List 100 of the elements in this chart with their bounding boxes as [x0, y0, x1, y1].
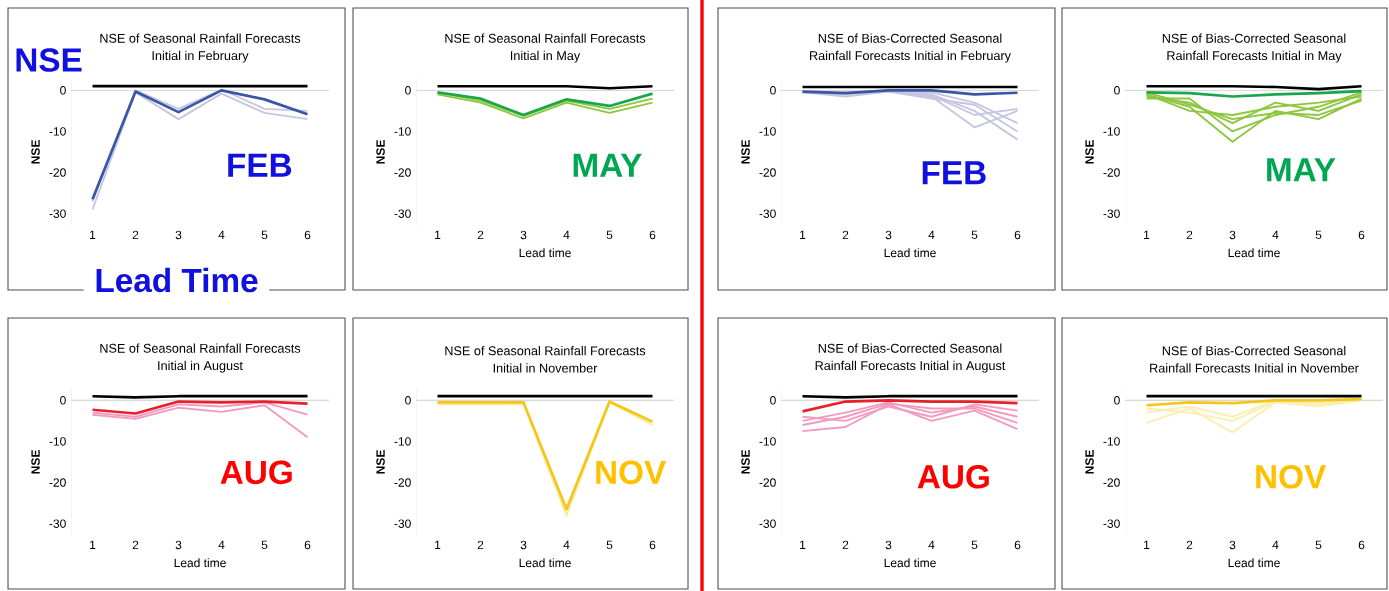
annotation: FEB — [922, 161, 986, 185]
y-tick-label: 0 — [60, 396, 66, 405]
y-tick-label: -30 — [49, 209, 66, 218]
y-tick-label: -10 — [759, 127, 776, 136]
chart-title: NSE of Bias-Corrected Seasonal Rainfall Forecasts Initial in May — [1162, 33, 1346, 63]
y-tick-label: -30 — [394, 209, 411, 218]
y-tick-label: -30 — [759, 519, 776, 528]
x-tick-label: 6 — [1014, 230, 1021, 240]
y-tick-label: -30 — [394, 519, 411, 528]
x-tick-label: 1 — [1144, 540, 1150, 549]
y-tick-label: 0 — [405, 396, 411, 405]
x-axis-title: Lead time — [174, 558, 226, 568]
x-tick-label: 4 — [563, 540, 570, 549]
x-tick-label: 3 — [175, 230, 182, 240]
x-tick-label: 4 — [218, 540, 225, 549]
annotation: MAY — [573, 153, 642, 177]
annotation: AUG — [917, 464, 989, 489]
x-tick-label: 1 — [800, 230, 806, 239]
x-tick-label: 3 — [520, 540, 527, 550]
chart-title: NSE of Seasonal Rainfall Forecasts Initial in August — [100, 343, 301, 373]
x-tick-label: 5 — [971, 540, 978, 550]
text: Lead Time — [96, 267, 258, 293]
x-tick-label: 1 — [1144, 230, 1150, 239]
x-tick-label: 4 — [928, 230, 935, 239]
x-tick-label: 5 — [971, 230, 978, 240]
y-axis-title: NSE — [376, 140, 385, 164]
y-tick-label: -30 — [1103, 209, 1120, 218]
y-tick-label: -10 — [1103, 127, 1120, 136]
annotation: MAY — [1267, 158, 1336, 182]
x-axis-title: Lead time — [884, 248, 936, 258]
annotation: AUG — [220, 460, 292, 485]
y-axis-title: NSE — [1085, 140, 1094, 164]
y-tick-label: -20 — [1103, 168, 1120, 177]
annotation: NOV — [596, 460, 667, 485]
y-tick-label: -10 — [759, 437, 776, 446]
x-tick-label: 6 — [1358, 540, 1365, 550]
y-tick-label: 0 — [770, 396, 776, 405]
chart-title: NSE of Bias-Corrected Seasonal Rainfall Forecasts Initial in February — [810, 33, 1011, 63]
y-tick-label: -10 — [49, 127, 66, 136]
x-tick-label: 2 — [477, 230, 484, 240]
annotation: NOV — [1256, 464, 1326, 489]
y-tick-label: -10 — [394, 127, 411, 136]
chart-title: NSE of Seasonal Rainfall Forecasts Initial in November — [445, 345, 646, 373]
x-tick-label: 6 — [649, 230, 656, 240]
x-tick-label: 1 — [90, 540, 96, 549]
x-tick-label: 4 — [218, 230, 225, 239]
y-tick-label: 0 — [60, 86, 66, 95]
y-axis-title: NSE — [376, 450, 385, 474]
x-axis-title: Lead time — [1228, 248, 1280, 258]
x-tick-label: 1 — [800, 540, 806, 549]
x-tick-label: 5 — [606, 230, 613, 240]
x-tick-label: 5 — [1315, 230, 1322, 240]
x-tick-label: 5 — [606, 540, 613, 550]
x-tick-label: 4 — [563, 230, 570, 239]
y-tick-label: 0 — [770, 86, 776, 95]
x-tick-label: 3 — [885, 230, 892, 240]
x-tick-label: 5 — [261, 540, 268, 550]
x-tick-label: 4 — [1272, 540, 1279, 549]
x-axis-title: Lead time — [519, 248, 571, 258]
y-tick-label: -10 — [49, 437, 66, 446]
chart-title: NSE of Bias-Corrected Seasonal Rainfall Forecasts Initial in August — [815, 343, 1006, 373]
x-tick-label: 6 — [1358, 230, 1365, 240]
y-tick-label: -20 — [49, 168, 66, 177]
x-tick-label: 6 — [304, 540, 311, 550]
x-tick-label: 2 — [1186, 540, 1193, 550]
y-tick-label: -10 — [1103, 437, 1120, 446]
y-tick-label: -30 — [1103, 519, 1120, 528]
x-axis-title: Lead time — [884, 558, 936, 568]
x-tick-label: 4 — [1272, 230, 1279, 239]
y-tick-label: -30 — [49, 519, 66, 528]
x-tick-label: 1 — [435, 540, 441, 549]
y-axis-title: NSE — [741, 140, 750, 164]
y-tick-label: -20 — [1103, 478, 1120, 487]
annotation: FEB — [228, 153, 292, 177]
x-tick-label: 3 — [175, 540, 182, 550]
x-axis-title: Lead time — [1228, 558, 1280, 568]
x-tick-label: 3 — [885, 540, 892, 550]
y-tick-label: -30 — [759, 209, 776, 218]
x-tick-label: 6 — [304, 230, 311, 240]
y-tick-label: -20 — [49, 478, 66, 487]
y-axis-title: NSE — [1085, 450, 1094, 474]
x-tick-label: 3 — [1229, 230, 1236, 240]
y-axis-title: NSE — [31, 450, 40, 474]
x-tick-label: 1 — [90, 230, 96, 239]
x-tick-label: 2 — [132, 540, 139, 550]
x-tick-label: 6 — [649, 540, 656, 550]
y-tick-label: -20 — [394, 478, 411, 487]
chart-title: NSE of Seasonal Rainfall Forecasts Initial in May — [445, 33, 646, 63]
x-tick-label: 5 — [261, 230, 268, 240]
text: NSE — [16, 48, 82, 72]
x-tick-label: 2 — [842, 540, 849, 550]
y-tick-label: 0 — [405, 86, 411, 95]
x-tick-label: 2 — [132, 230, 139, 240]
x-axis-title: Lead time — [519, 558, 571, 568]
y-tick-label: -20 — [394, 168, 411, 177]
x-tick-label: 4 — [928, 540, 935, 549]
x-tick-label: 1 — [435, 230, 441, 239]
x-tick-label: 6 — [1014, 540, 1021, 550]
x-tick-label: 2 — [842, 230, 849, 240]
x-tick-label: 3 — [1229, 540, 1236, 550]
